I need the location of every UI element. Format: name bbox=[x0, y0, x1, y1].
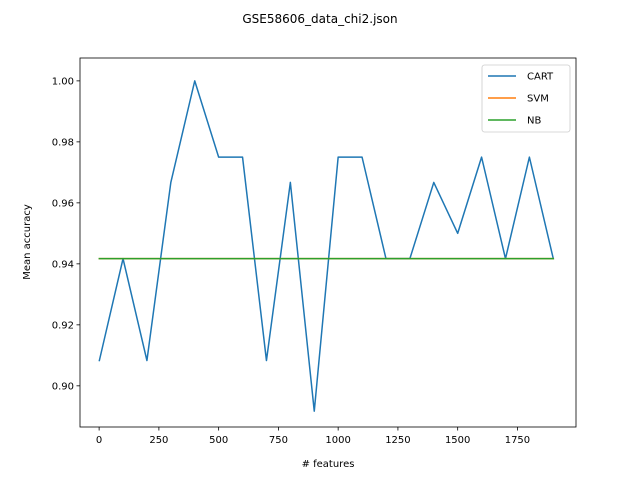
x-tick-label: 1750 bbox=[505, 435, 530, 446]
chart-title: GSE58606_data_chi2.json bbox=[242, 12, 397, 26]
x-tick-label: 500 bbox=[209, 435, 228, 446]
series-line-cart bbox=[98, 80, 555, 412]
y-tick-label: 1.00 bbox=[52, 76, 74, 87]
y-tick-label: 0.96 bbox=[52, 198, 74, 209]
series-layer bbox=[98, 80, 555, 412]
legend-box bbox=[481, 64, 571, 133]
x-tick-label: 1250 bbox=[385, 435, 410, 446]
axes-layer: 0 250 500 750 1000 1250 1500 1750 0.90 0.92 0.94 0.… bbox=[52, 57, 577, 446]
legend: CART SVM NB bbox=[481, 64, 571, 133]
x-tick-label: 750 bbox=[269, 435, 288, 446]
legend-label-svm: SVM bbox=[527, 94, 549, 105]
y-tick-label: 0.94 bbox=[52, 259, 74, 270]
x-tick-label: 1000 bbox=[325, 435, 350, 446]
legend-label-cart: CART bbox=[527, 72, 554, 83]
y-tick-label: 0.90 bbox=[52, 381, 74, 392]
x-tick-label: 250 bbox=[149, 435, 168, 446]
x-tick-label: 1500 bbox=[445, 435, 470, 446]
y-tick-label: 0.92 bbox=[52, 320, 74, 331]
legend-label-nb: NB bbox=[527, 116, 541, 127]
x-axis-label: # features bbox=[302, 459, 355, 470]
y-axis-label: Mean accuracy bbox=[22, 204, 33, 280]
x-tick-label: 0 bbox=[96, 435, 102, 446]
plot-frame bbox=[79, 57, 577, 428]
y-tick-label: 0.98 bbox=[52, 137, 74, 148]
